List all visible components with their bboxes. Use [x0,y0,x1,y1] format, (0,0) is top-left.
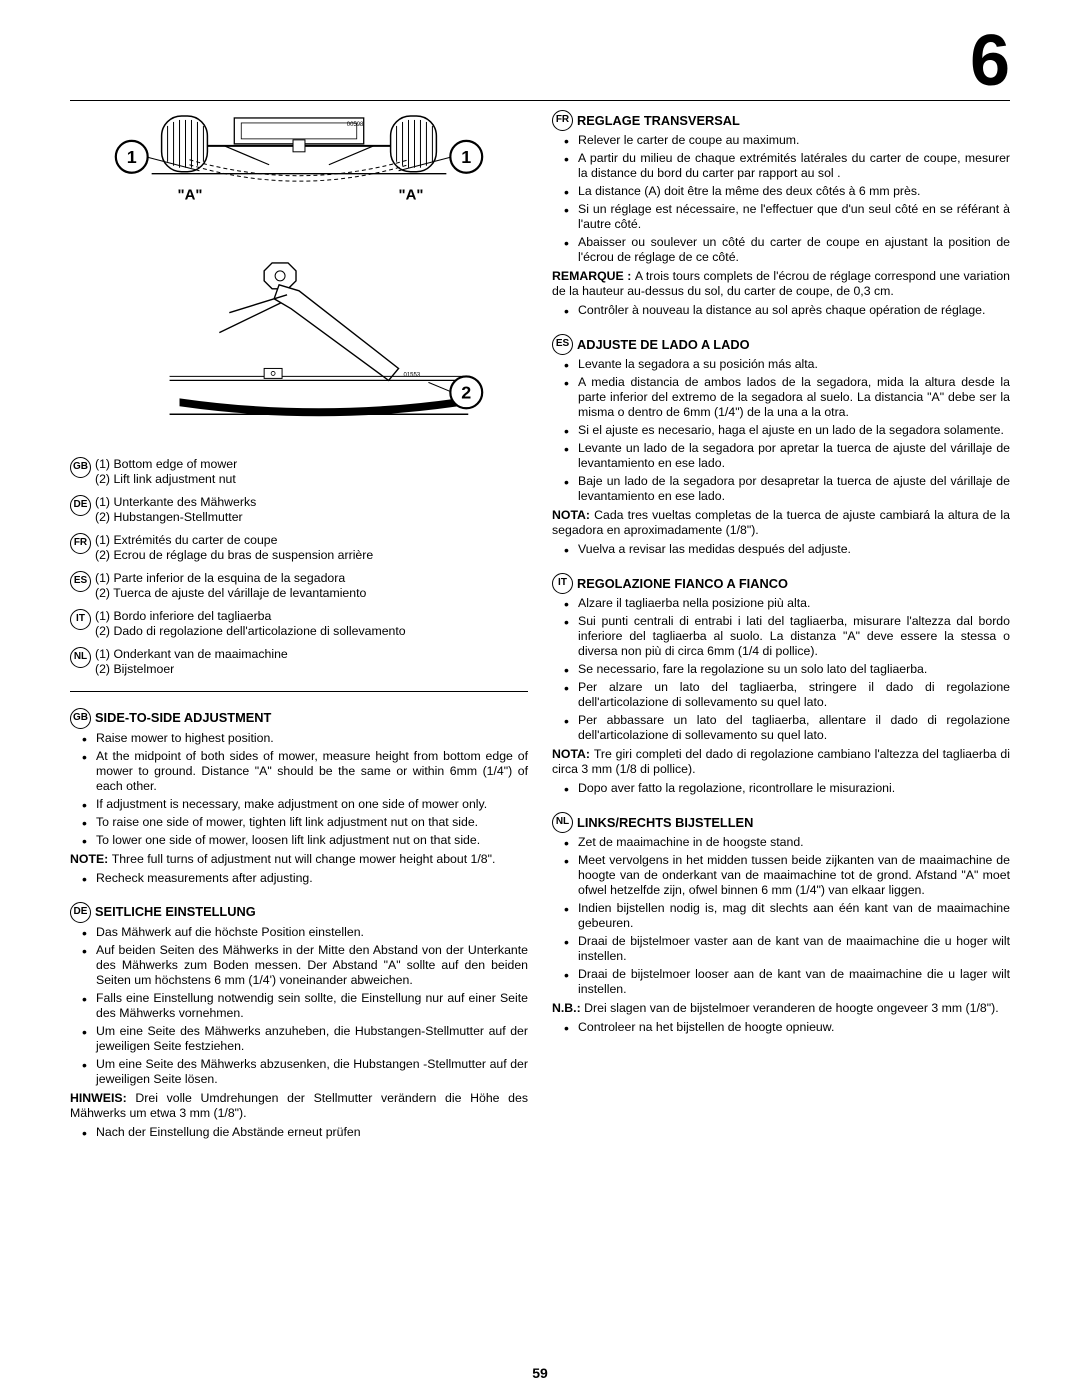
diagram-bottom: 01553 2 [70,243,528,442]
list-item: To raise one side of mower, tighten lift… [96,815,528,830]
left-column: 00598 [70,110,528,1357]
list-item: At the midpoint of both sides of mower, … [96,749,528,794]
section-fr: FR REGLAGE TRANSVERSAL Relever le carter… [552,110,1010,318]
list-item: A media distancia de ambos lados de la s… [578,375,1010,420]
list-item: Auf beiden Seiten des Mähwerks in der Mi… [96,943,528,988]
list-item: A partir du milieu de chaque extrémités … [578,151,1010,181]
right-column: FR REGLAGE TRANSVERSAL Relever le carter… [552,110,1010,1357]
list-item: Vuelva a revisar las medidas después del… [578,542,1010,557]
legend-fr: FR (1) Extrémités du carter de coupe(2) … [70,533,528,563]
page-number: 59 [0,1365,1080,1381]
lang-badge-it-2: IT [552,573,573,594]
list-item: La distance (A) doit être la même des de… [578,184,1010,199]
bullets-de: Das Mähwerk auf die höchste Position ein… [70,925,528,1087]
list-item: Raise mower to highest position. [96,731,528,746]
list-item: Das Mähwerk auf die höchste Position ein… [96,925,528,940]
section-title-it: REGOLAZIONE FIANCO A FIANCO [577,576,788,592]
note-nl: N.B.: Drei slagen van de bijstelmoer ver… [552,1001,1010,1016]
lang-badge-fr: FR [70,533,91,554]
lang-badge-gb-2: GB [70,708,91,729]
lang-badge-es-2: ES [552,334,573,355]
list-item: Per abbassare un lato del tagliaerba, al… [578,713,1010,743]
diagram-top: 00598 [70,110,528,229]
list-item: Zet de maaimachine in de hoogste stand. [578,835,1010,850]
label-a-left: "A" [178,187,203,204]
list-item: Indien bijstellen nodig is, mag dit slec… [578,901,1010,931]
list-item: Meet vervolgens in het midden tussen bei… [578,853,1010,898]
list-item: Dopo aver fatto la regolazione, ricontro… [578,781,1010,796]
list-item: Nach der Einstellung die Abstände erneut… [96,1125,528,1140]
bullets-nl: Zet de maaimachine in de hoogste stand. … [552,835,1010,997]
wheel-right [391,116,437,172]
lang-badge-de-2: DE [70,902,91,923]
note-es: NOTA: Cada tres vueltas completas de la … [552,508,1010,538]
note-gb: NOTE: Three full turns of adjustment nut… [70,852,528,867]
content-columns: 00598 [70,110,1010,1357]
callout-1-left: 1 [127,147,137,167]
list-item: Si un réglage est nécessaire, ne l'effec… [578,202,1010,232]
note-de: HINWEIS: Drei volle Umdrehungen der Stel… [70,1091,528,1121]
callout-1-right: 1 [461,147,471,167]
top-rule [70,100,1010,101]
list-item: Draai de bijstelmoer vaster aan de kant … [578,934,1010,964]
list-item: Baje un lado de la segadora por desapret… [578,474,1010,504]
section-de: DE SEITLICHE EINSTELLUNG Das Mähwerk auf… [70,902,528,1140]
legend-de: DE (1) Unterkante des Mähwerks(2) Hubsta… [70,495,528,525]
list-item: Si el ajuste es necesario, haga el ajust… [578,423,1010,438]
list-item: Draai de bijstelmoer looser aan de kant … [578,967,1010,997]
list-item: Levante la segadora a su posición más al… [578,357,1010,372]
lang-badge-de: DE [70,495,91,516]
callout-2: 2 [461,383,471,403]
list-item: Se necessario, fare la regolazione su un… [578,662,1010,677]
section-title-fr: REGLAGE TRANSVERSAL [577,113,740,129]
legend-it: IT (1) Bordo inferiore del tagliaerba(2)… [70,609,528,639]
wheel-left [162,116,208,172]
diagram-code-1: 00598 [347,122,364,128]
section-nl: NL LINKS/RECHTS BIJSTELLEN Zet de maaima… [552,812,1010,1035]
list-item: Levante un lado de la segadora por apret… [578,441,1010,471]
section-it: IT REGOLAZIONE FIANCO A FIANCO Alzare il… [552,573,1010,796]
list-item: Contrôler à nouveau la distance au sol a… [578,303,1010,318]
chapter-number: 6 [970,20,1010,102]
list-item: Abaisser ou soulever un côté du carter d… [578,235,1010,265]
list-item: If adjustment is necessary, make adjustm… [96,797,528,812]
section-gb: GB SIDE-TO-SIDE ADJUSTMENT Raise mower t… [70,708,528,886]
lang-badge-nl-2: NL [552,812,573,833]
list-item: Alzare il tagliaerba nella posizione più… [578,596,1010,611]
section-title-es: ADJUSTE DE LADO A LADO [577,337,750,353]
list-item: Um eine Seite des Mähwerks anzuheben, di… [96,1024,528,1054]
section-es: ES ADJUSTE DE LADO A LADO Levante la seg… [552,334,1010,557]
bullets-it: Alzare il tagliaerba nella posizione più… [552,596,1010,743]
legend-es: ES (1) Parte inferior de la esquina de l… [70,571,528,601]
bullets-gb: Raise mower to highest position. At the … [70,731,528,848]
list-item: Controleer na het bijstellen de hoogte o… [578,1020,1010,1035]
list-item: Um eine Seite des Mähwerks abzusenken, d… [96,1057,528,1087]
lang-badge-es: ES [70,571,91,592]
note-fr: REMARQUE : A trois tours complets de l'é… [552,269,1010,299]
lang-badge-nl: NL [70,647,91,668]
note-it: NOTA: Tre giri completi del dado di rego… [552,747,1010,777]
list-item: Recheck measurements after adjusting. [96,871,528,886]
diagram-code-2: 01553 [404,373,421,379]
label-a-right: "A" [399,187,424,204]
bullets-fr: Relever le carter de coupe au maximum. A… [552,133,1010,265]
list-item: To lower one side of mower, loosen lift … [96,833,528,848]
section-title-nl: LINKS/RECHTS BIJSTELLEN [577,815,753,831]
list-item: Falls eine Einstellung notwendig sein so… [96,991,528,1021]
section-title-de: SEITLICHE EINSTELLUNG [95,904,256,920]
legend-nl: NL (1) Onderkant van de maaimachine(2) B… [70,647,528,677]
bullets-es: Levante la segadora a su posición más al… [552,357,1010,504]
legend-gb: GB (1) Bottom edge of mower(2) Lift link… [70,457,528,487]
lang-badge-gb: GB [70,457,91,478]
column-divider [70,691,528,692]
lang-badge-it: IT [70,609,91,630]
section-title-gb: SIDE-TO-SIDE ADJUSTMENT [95,710,271,726]
list-item: Relever le carter de coupe au maximum. [578,133,1010,148]
lang-badge-fr-2: FR [552,110,573,131]
list-item: Sui punti centrali di entrabi i lati del… [578,614,1010,659]
list-item: Per alzare un lato del tagliaerba, strin… [578,680,1010,710]
